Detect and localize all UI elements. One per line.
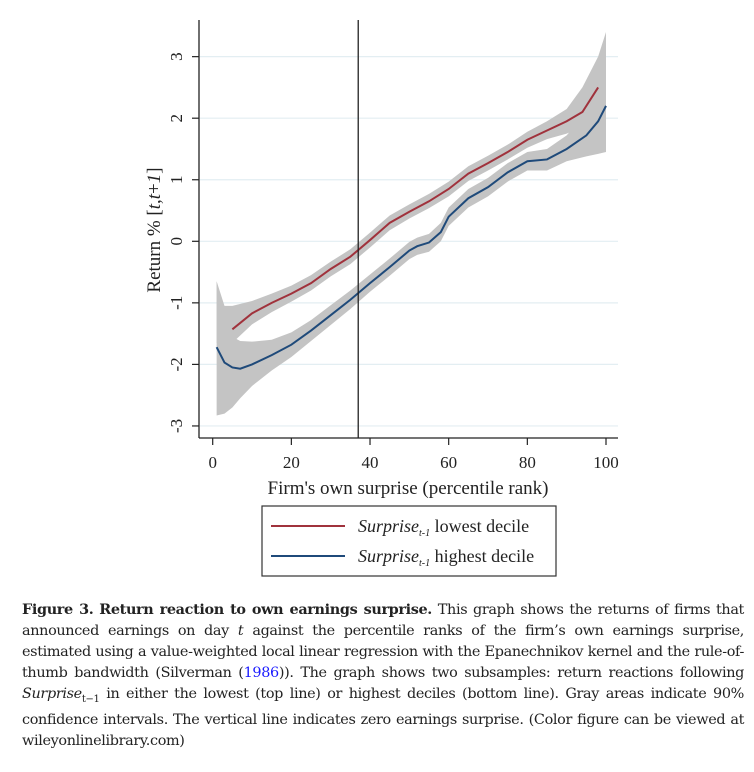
y-axis-label: Return % [t,t+1]: [144, 167, 165, 292]
caption-text: in either the lowest (top line) or highe…: [22, 686, 744, 749]
caption-t: t: [237, 623, 244, 639]
caption-text: )). The graph shows two subsamples: retu…: [278, 665, 745, 681]
figure-label: Figure 3.: [22, 601, 94, 618]
x-axis-label: Firm's own surprise (percentile rank): [268, 478, 549, 499]
x-tick-label: 20: [283, 453, 300, 472]
series-line-lowest-decile: [231, 86, 599, 331]
series-line-highest-decile: [215, 105, 607, 370]
ci-band-highest-decile: [216, 56, 606, 416]
legend-label-lowest: Surpriset-1 lowest decile: [358, 516, 529, 539]
x-tick-label: 100: [593, 453, 619, 472]
y-tick-label: -3: [167, 419, 186, 433]
y-tick-label: 0: [167, 237, 186, 246]
citation-link[interactable]: 1986: [243, 665, 280, 681]
ci-band-lowest-decile: [216, 32, 606, 343]
y-tick-label: 2: [167, 114, 186, 123]
legend-label-highest: Surpriset-1 highest decile: [358, 546, 534, 569]
caption-text: This graph shows the returns of firms th…: [22, 602, 744, 639]
caption-subscript: t−1: [81, 693, 100, 705]
x-tick-label: 0: [208, 453, 217, 472]
chart: -3 -2 -1 0 1 2 3 0 20 40 60 80 100 Firm's own surpri…: [144, 20, 619, 577]
y-tick-label: 1: [167, 176, 186, 185]
x-tick-label: 80: [519, 453, 536, 472]
y-tick-label: 3: [167, 52, 186, 61]
figure-caption: Figure 3. Return reaction to own earning…: [22, 599, 744, 752]
x-tick-label: 60: [440, 453, 457, 472]
y-tick-label: -2: [167, 357, 186, 371]
legend: Surpriset-1 lowest decile Surpriset-1 hi…: [261, 505, 557, 577]
caption-surprise: Surprise: [22, 686, 82, 702]
x-tick-label: 40: [362, 453, 379, 472]
figure-title: Return reaction to own earnings surprise…: [99, 601, 432, 618]
caption-text: against the percentile ranks of the firm…: [22, 623, 745, 681]
y-tick-label: -1: [167, 296, 186, 310]
